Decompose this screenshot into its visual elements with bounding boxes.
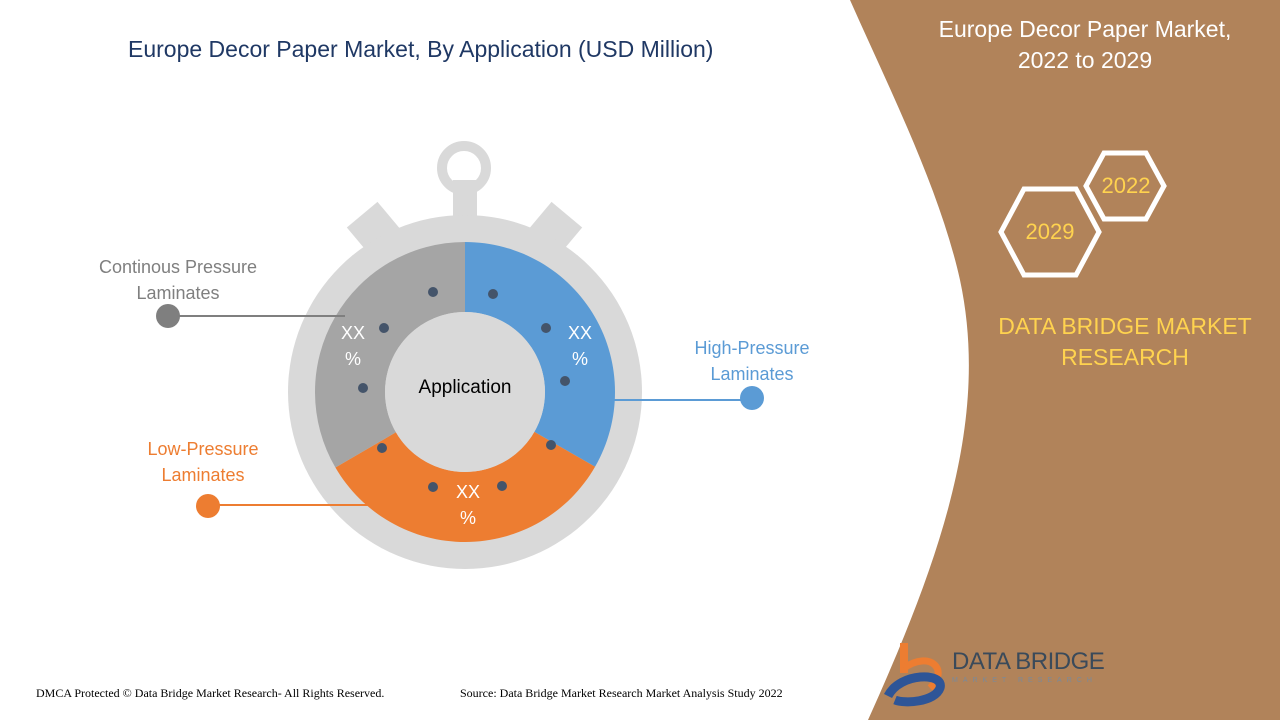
- label-line: XX: [340, 323, 365, 343]
- dot: [428, 287, 438, 297]
- label-line: Laminates: [136, 283, 220, 303]
- legend-label-continuous: Continous Pressure Laminates: [78, 254, 278, 306]
- title-line: 2022 to 2029: [1017, 47, 1153, 73]
- marker-continuous: [156, 304, 180, 328]
- marker-low: [196, 494, 220, 518]
- label-line: XX: [567, 323, 592, 343]
- year-2022: 2022: [1101, 173, 1151, 198]
- center-circle: [385, 312, 545, 472]
- label-line: Continous Pressure: [98, 257, 258, 277]
- dot: [428, 482, 438, 492]
- hexagon-2029: [998, 186, 1102, 278]
- center-label: Application: [418, 377, 512, 398]
- data-label-continuous: XX %: [323, 320, 383, 372]
- year-2029: 2029: [1025, 219, 1075, 244]
- label-line: %: [344, 349, 361, 369]
- logo-icon: [883, 643, 945, 707]
- brand-line: RESEARCH: [1061, 344, 1189, 370]
- legend-label-high: High-Pressure Laminates: [662, 335, 842, 387]
- label-line: Laminates: [161, 465, 245, 485]
- brand-line: DATA BRIDGE MARKET: [998, 313, 1252, 339]
- data-label-low: XX %: [438, 479, 498, 531]
- title-line: Europe Decor Paper Market,: [938, 16, 1232, 42]
- label-line: Low-Pressure: [147, 439, 259, 459]
- decorative-dots: [358, 287, 570, 492]
- dot: [541, 323, 551, 333]
- copyright-footer: DMCA Protected © Data Bridge Market Rese…: [36, 686, 385, 700]
- hexagon-2022: [1083, 150, 1167, 222]
- label-line: %: [571, 349, 588, 369]
- marker-high: [740, 386, 764, 410]
- chart-title: Europe Decor Paper Market, By Applicatio…: [128, 36, 714, 62]
- label-line: Laminates: [710, 364, 794, 384]
- dot: [377, 443, 387, 453]
- side-panel-title: Europe Decor Paper Market, 2022 to 2029: [900, 14, 1270, 76]
- source-footer: Source: Data Bridge Market Research Mark…: [460, 686, 783, 700]
- donut-segment-0: [465, 242, 615, 467]
- donut-chart: [314, 242, 615, 542]
- dot: [379, 323, 389, 333]
- label-line: High-Pressure: [694, 338, 810, 358]
- label-line: %: [459, 508, 476, 528]
- logo-subtext: MARKET RESEARCH: [952, 677, 1097, 684]
- side-panel: [850, 0, 1280, 720]
- dot: [497, 481, 507, 491]
- donut-segment-1: [335, 431, 596, 542]
- dot: [488, 289, 498, 299]
- dot: [358, 383, 368, 393]
- label-line: XX: [455, 482, 480, 502]
- data-label-high: XX %: [550, 320, 610, 372]
- legend-label-low: Low-Pressure Laminates: [113, 436, 293, 488]
- brand-name: DATA BRIDGE MARKET RESEARCH: [985, 311, 1265, 373]
- dot: [546, 440, 556, 450]
- donut-segment-2: [314, 242, 465, 468]
- dot: [560, 376, 570, 386]
- logo-text: DATA BRIDGE: [952, 648, 1105, 675]
